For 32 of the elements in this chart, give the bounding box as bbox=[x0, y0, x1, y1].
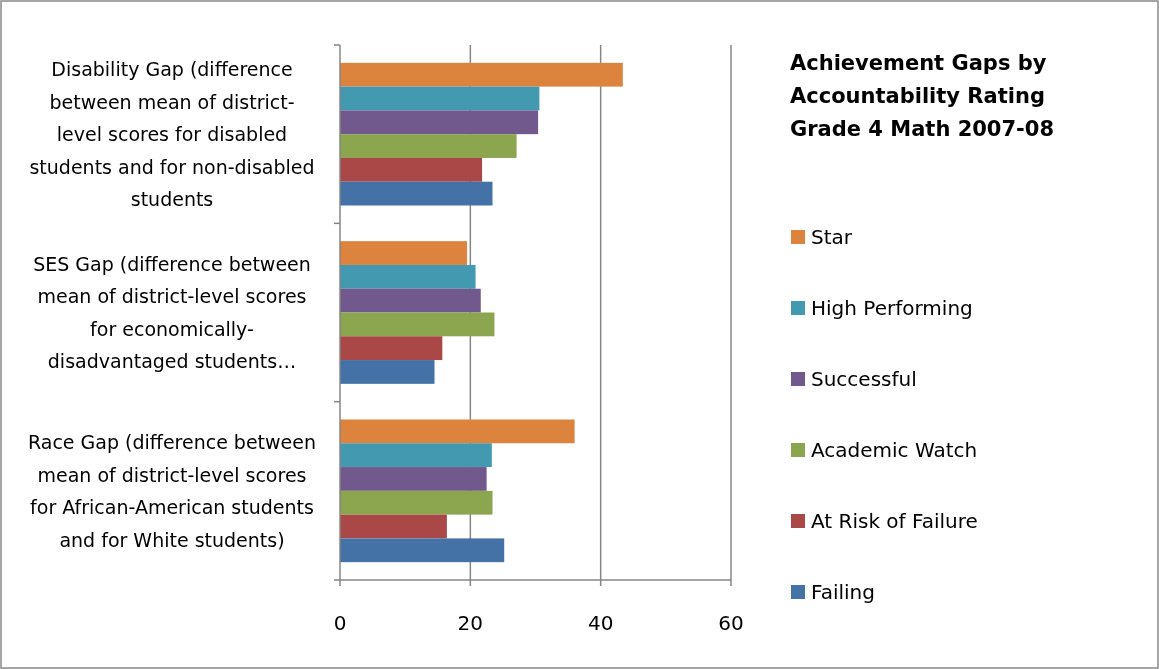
bar bbox=[340, 312, 495, 337]
bar bbox=[340, 181, 493, 206]
y-tick-label: Race Gap (difference between mean of district-level scores for African-American students and for White students) bbox=[27, 431, 317, 551]
bar bbox=[340, 134, 517, 158]
bar bbox=[340, 157, 483, 182]
legend-label: Successful bbox=[811, 367, 917, 391]
x-tick-label: 20 bbox=[457, 611, 484, 635]
bar bbox=[340, 514, 447, 539]
bar bbox=[340, 264, 476, 289]
bar bbox=[340, 62, 623, 87]
y-tick-label: SES Gap (difference between mean of district-level scores for economically-disadvantaged students… bbox=[33, 252, 311, 373]
bar bbox=[340, 419, 575, 444]
legend-label: Academic Watch bbox=[811, 438, 978, 462]
bar bbox=[340, 86, 540, 111]
legend-label: Failing bbox=[811, 580, 875, 604]
legend-label: At Risk of Failure bbox=[811, 509, 978, 533]
bar bbox=[340, 538, 505, 563]
bar bbox=[340, 336, 443, 361]
text: Achievement Gaps by Accountability Rating Grade 4 Math 2007-08 bbox=[790, 51, 1055, 141]
bar bbox=[340, 467, 487, 491]
bar bbox=[340, 443, 492, 468]
bar bbox=[340, 490, 493, 515]
y-tick-label: Disability Gap (difference between mean of district-level scores for disabled students and for non-disabled students bbox=[29, 58, 315, 211]
bar bbox=[340, 110, 539, 135]
x-tick-label: 40 bbox=[587, 611, 614, 635]
bar bbox=[340, 360, 435, 384]
x-tick-label: 0 bbox=[333, 611, 347, 635]
x-tick-label: 60 bbox=[718, 611, 744, 635]
bar bbox=[340, 241, 468, 265]
bar bbox=[340, 288, 481, 313]
legend-label: Star bbox=[811, 225, 853, 249]
legend-label: High Performing bbox=[811, 296, 973, 320]
